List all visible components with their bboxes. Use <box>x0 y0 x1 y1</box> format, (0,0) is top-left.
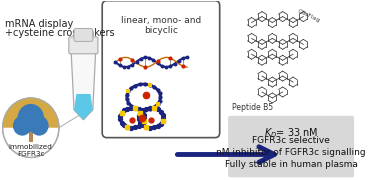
Text: FGFR3c selective: FGFR3c selective <box>252 136 330 145</box>
FancyBboxPatch shape <box>102 1 220 138</box>
Circle shape <box>30 116 49 136</box>
Text: mRNA display: mRNA display <box>5 19 74 29</box>
Text: GS₄Flag: GS₄Flag <box>297 9 321 24</box>
Polygon shape <box>29 130 33 142</box>
Polygon shape <box>74 110 93 120</box>
FancyBboxPatch shape <box>228 116 354 177</box>
Text: Peptide B5: Peptide B5 <box>232 103 273 112</box>
Circle shape <box>13 116 32 136</box>
Wedge shape <box>3 98 59 128</box>
Text: linear, mono- and
bicyclic: linear, mono- and bicyclic <box>121 16 201 35</box>
FancyBboxPatch shape <box>69 37 98 54</box>
Text: +cysteine crosslinkers: +cysteine crosslinkers <box>5 28 115 39</box>
FancyBboxPatch shape <box>74 28 93 41</box>
Circle shape <box>18 104 44 132</box>
Circle shape <box>3 98 59 158</box>
Text: nM inhibitor of FGFR3c signalling: nM inhibitor of FGFR3c signalling <box>216 148 366 157</box>
Polygon shape <box>74 94 93 120</box>
Text: immobilized
FGFR3c: immobilized FGFR3c <box>9 144 53 157</box>
Polygon shape <box>71 52 96 110</box>
Text: $K_D$= 33 nM: $K_D$= 33 nM <box>264 126 318 140</box>
Text: Fully stable in human plasma: Fully stable in human plasma <box>225 160 358 169</box>
